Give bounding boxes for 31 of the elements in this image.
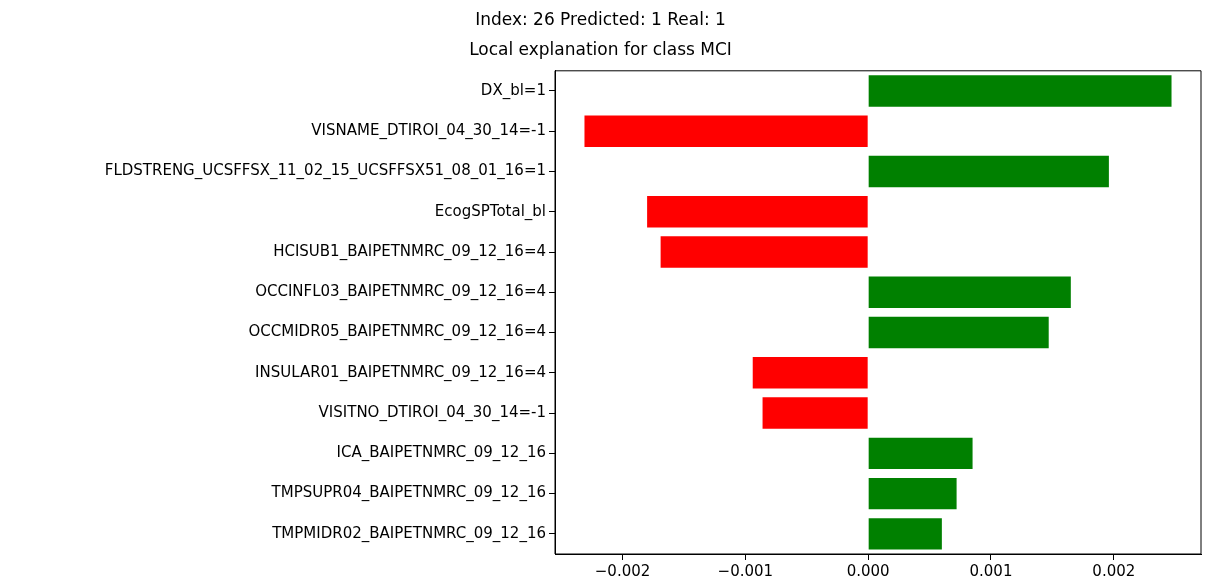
y-tick-label: OCCMIDR05_BAIPETNMRC_09_12_16=4 — [248, 322, 546, 342]
y-tick-label: HCISUB1_BAIPETNMRC_09_12_16=4 — [273, 241, 546, 261]
y-tick-label: TMPMIDR02_BAIPETNMRC_09_12_16 — [271, 523, 546, 543]
y-tick-label: ICA_BAIPETNMRC_09_12_16 — [336, 443, 546, 463]
y-tick-label: VISNAME_DTIROI_04_30_14=-1 — [311, 121, 546, 141]
bar — [868, 437, 973, 470]
y-tick-label: DX_bl=1 — [480, 80, 546, 100]
bar — [752, 357, 868, 389]
x-tick-label: −0.002 — [594, 561, 651, 580]
y-tick-label: FLDSTRENG_UCSFFSX_11_02_15_UCSFFSX51_08_01_16=1 — [104, 161, 546, 181]
y-tick-label: OCCINFL03_BAIPETNMRC_09_12_16=4 — [255, 282, 546, 302]
bar — [868, 477, 957, 510]
bar — [868, 75, 1172, 107]
x-tick-label: −0.001 — [717, 561, 774, 580]
bar — [647, 196, 868, 228]
bar — [868, 518, 942, 550]
bar — [868, 316, 1049, 349]
x-tick-label: 0.002 — [1092, 561, 1136, 580]
bar — [584, 115, 868, 147]
y-tick-label: INSULAR01_BAIPETNMRC_09_12_16=4 — [255, 362, 546, 382]
chart-title: Index: 26 Predicted: 1 Real: 1 — [475, 8, 726, 29]
y-tick-label: VISITNO_DTIROI_04_30_14=-1 — [318, 402, 546, 422]
bar — [868, 276, 1071, 308]
bar — [660, 236, 868, 268]
x-tick-label: 0.001 — [969, 561, 1013, 580]
bar — [762, 397, 868, 429]
x-tick-label: 0.000 — [846, 561, 890, 580]
bar — [868, 155, 1109, 188]
chart-subtitle: Local explanation for class MCI — [469, 39, 732, 60]
y-tick-label: EcogSPTotal_bl — [434, 201, 546, 221]
y-tick-label: TMPSUPR04_BAIPETNMRC_09_12_16 — [270, 483, 546, 503]
